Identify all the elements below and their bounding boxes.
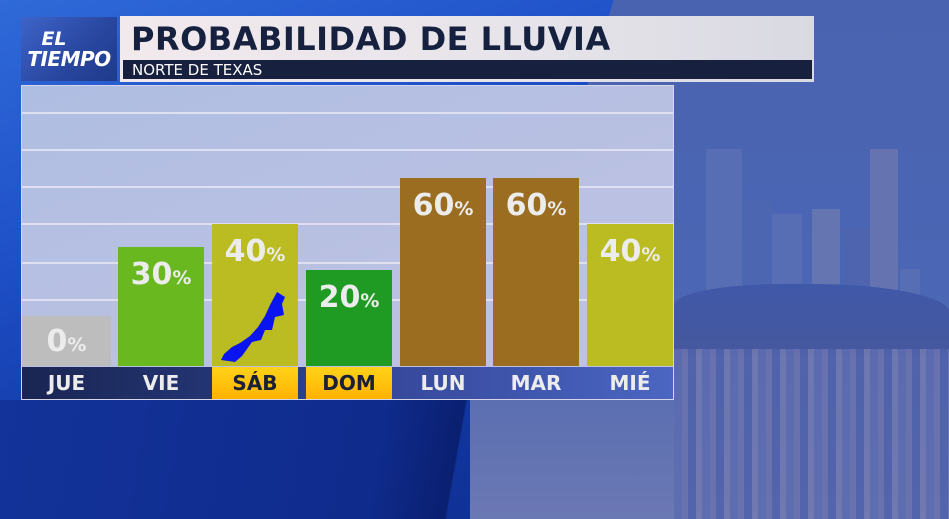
bar-lun: 60%: [400, 178, 486, 366]
day-label-jue: JUE: [47, 371, 86, 395]
gridline: [22, 186, 673, 188]
page-title: PROBABILIDAD DE LLUVIA: [131, 20, 611, 58]
gridline: [22, 262, 673, 264]
day-labels-bar: JUE VIE SÁB DOM LUN MAR MIÉ: [22, 367, 673, 399]
day-label-vie: VIE: [142, 371, 180, 395]
day-label-dom: DOM: [306, 367, 392, 399]
logo-line2: TIEMPO: [27, 47, 111, 71]
bar-value-label: 0%: [46, 324, 87, 359]
bar-sab: 40%: [212, 224, 298, 366]
bar-value-label: 40%: [599, 234, 661, 269]
logo-line1: EL: [41, 28, 67, 50]
day-label-sab: SÁB: [212, 367, 298, 399]
bar-mar: 60%: [493, 178, 579, 366]
day-label-mar: MAR: [510, 371, 562, 395]
bar-value-label: 40%: [224, 234, 286, 269]
region-subtitle: NORTE DE TEXAS: [132, 61, 263, 79]
rain-probability-chart: 0% 30% 40% 20% 60% 60% 40% JUE VIE SÁB D…: [21, 85, 674, 400]
bar-value-label: 30%: [130, 257, 192, 292]
bar-value-label: 60%: [505, 188, 567, 223]
gridline: [22, 112, 673, 114]
day-label-mie: MIÉ: [609, 371, 651, 395]
gridline: [22, 223, 673, 225]
day-label-lun: LUN: [420, 371, 466, 395]
city-skyline-image: [674, 80, 949, 519]
header: PROBABILIDAD DE LLUVIA NORTE DE TEXAS: [120, 16, 814, 82]
subtitle-bar: NORTE DE TEXAS: [123, 60, 812, 79]
bar-value-label: 20%: [318, 280, 380, 315]
storm-threat-area-icon: [221, 292, 285, 362]
gridline: [22, 149, 673, 151]
bar-jue: 0%: [22, 316, 111, 366]
bar-mie: 40%: [587, 224, 673, 366]
bar-vie: 30%: [118, 247, 204, 366]
bar-value-label: 60%: [412, 188, 474, 223]
el-tiempo-logo: EL TIEMPO: [21, 17, 117, 81]
bar-dom: 20%: [306, 270, 392, 366]
